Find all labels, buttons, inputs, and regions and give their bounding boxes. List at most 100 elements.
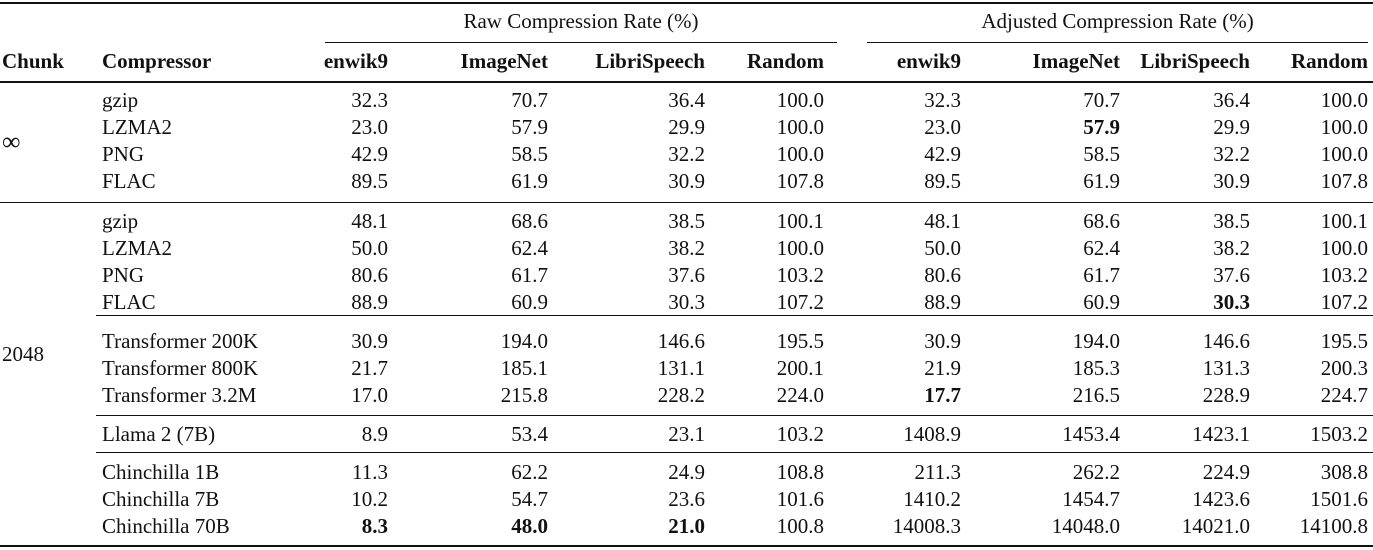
adjusted-value-cell: 1408.9: [903, 422, 961, 446]
chunk-midrule: [0, 202, 1373, 203]
compressor-name: Chinchilla 70B: [102, 514, 230, 538]
adjusted-value-cell: 30.9: [924, 329, 961, 353]
column-header-raw-random: Random: [746, 49, 824, 73]
adjusted-value-cell: 194.0: [1072, 329, 1120, 353]
compressor-name: PNG: [102, 142, 145, 166]
adjusted-value-cell: 224.7: [1320, 383, 1368, 407]
adjusted-value-cell: 100.0: [1320, 115, 1368, 139]
adjusted-value-cell: 61.9: [1083, 169, 1120, 193]
raw-value-cell: 36.4: [668, 88, 705, 112]
adjusted-value-cell: 1410.2: [903, 487, 961, 511]
adjusted-value-cell: 80.6: [924, 263, 961, 287]
compressor-name: Transformer 800K: [102, 356, 259, 380]
compressor-name: LZMA2: [102, 236, 172, 260]
raw-value-cell: 88.9: [351, 290, 388, 314]
adjusted-value-cell: 30.9: [1213, 169, 1250, 193]
raw-value-cell: 215.8: [500, 383, 548, 407]
chunk-label-infinity: ∞: [2, 127, 21, 156]
adjusted-value-cell: 70.7: [1083, 88, 1120, 112]
compressor-name: LZMA2: [102, 115, 172, 139]
raw-value-cell: 38.5: [668, 209, 705, 233]
adjusted-value-cell: 1501.6: [1310, 487, 1368, 511]
raw-value-cell: 10.2: [351, 487, 388, 511]
adjusted-value-cell: 89.5: [924, 169, 961, 193]
compressor-name: Chinchilla 7B: [102, 487, 220, 511]
adjusted-value-cell: 88.9: [924, 290, 961, 314]
adjusted-value-cell: 32.2: [1213, 142, 1250, 166]
adjusted-value-cell: 38.5: [1213, 209, 1250, 233]
adjusted-value-cell: 100.0: [1320, 88, 1368, 112]
raw-group-header: Raw Compression Rate (%): [463, 9, 699, 33]
raw-value-cell: 58.5: [511, 142, 548, 166]
compressor-name: gzip: [102, 88, 139, 112]
adjusted-value-cell: 1423.1: [1192, 422, 1250, 446]
top-rule: [0, 2, 1373, 4]
compressor-name: PNG: [102, 263, 145, 287]
adjusted-value-cell: 36.4: [1213, 88, 1250, 112]
raw-value-cell: 100.0: [776, 236, 824, 260]
adjusted-value-cell: 228.9: [1202, 383, 1250, 407]
adjusted-value-cell: 57.9: [1083, 115, 1120, 139]
adjusted-value-cell: 131.3: [1202, 356, 1250, 380]
raw-value-cell: 48.0: [511, 514, 548, 538]
raw-value-cell: 61.9: [511, 169, 548, 193]
raw-value-cell: 17.0: [351, 383, 388, 407]
compressor-name: FLAC: [102, 169, 156, 193]
raw-value-cell: 61.7: [511, 263, 548, 287]
adjusted-value-cell: 1503.2: [1310, 422, 1368, 446]
raw-value-cell: 103.2: [776, 422, 824, 446]
header-rule: [0, 81, 1373, 83]
raw-value-cell: 32.3: [351, 88, 388, 112]
raw-value-cell: 62.4: [511, 236, 548, 260]
raw-group-cmidrule: [325, 42, 837, 43]
adjusted-value-cell: 60.9: [1083, 290, 1120, 314]
compressor-name: Transformer 3.2M: [102, 383, 257, 407]
raw-value-cell: 8.9: [361, 422, 388, 446]
adjusted-group-cmidrule: [867, 42, 1368, 43]
raw-value-cell: 23.1: [668, 422, 705, 446]
adjusted-value-cell: 37.6: [1213, 263, 1250, 287]
raw-value-cell: 224.0: [776, 383, 824, 407]
adjusted-value-cell: 308.8: [1320, 460, 1368, 484]
llama-chinchilla-rule: [96, 452, 1373, 453]
adjusted-value-cell: 224.9: [1202, 460, 1250, 484]
adjusted-value-cell: 262.2: [1072, 460, 1120, 484]
raw-value-cell: 21.0: [668, 514, 705, 538]
raw-value-cell: 23.0: [351, 115, 388, 139]
adjusted-value-cell: 216.5: [1072, 383, 1120, 407]
raw-value-cell: 146.6: [657, 329, 705, 353]
adjusted-value-cell: 14008.3: [892, 514, 961, 538]
raw-value-cell: 101.6: [776, 487, 824, 511]
raw-value-cell: 50.0: [351, 236, 388, 260]
adjusted-value-cell: 107.8: [1320, 169, 1368, 193]
adjusted-value-cell: 14048.0: [1051, 514, 1120, 538]
raw-value-cell: 37.6: [668, 263, 705, 287]
adjusted-group-header: Adjusted Compression Rate (%): [981, 9, 1254, 33]
transformer-llama-rule: [96, 415, 1373, 416]
adjusted-value-cell: 185.3: [1072, 356, 1120, 380]
raw-value-cell: 11.3: [352, 460, 388, 484]
adjusted-value-cell: 61.7: [1083, 263, 1120, 287]
raw-value-cell: 194.0: [500, 329, 548, 353]
raw-value-cell: 70.7: [511, 88, 548, 112]
adjusted-value-cell: 62.4: [1083, 236, 1120, 260]
raw-value-cell: 62.2: [511, 460, 548, 484]
column-header-adjusted-imagenet: ImageNet: [1032, 49, 1120, 73]
adjusted-value-cell: 1453.4: [1062, 422, 1120, 446]
adjusted-value-cell: 100.0: [1320, 142, 1368, 166]
raw-value-cell: 131.1: [657, 356, 705, 380]
bottom-rule: [0, 545, 1373, 547]
adjusted-value-cell: 103.2: [1320, 263, 1368, 287]
adjusted-value-cell: 42.9: [924, 142, 961, 166]
raw-value-cell: 100.1: [776, 209, 824, 233]
compressor-name: Llama 2 (7B): [102, 422, 216, 446]
chunk-label-2048: 2048: [2, 342, 44, 366]
adjusted-value-cell: 68.6: [1083, 209, 1120, 233]
adjusted-value-cell: 1454.7: [1062, 487, 1120, 511]
adjusted-value-cell: 1423.6: [1192, 487, 1250, 511]
column-header-raw-librispeech: LibriSpeech: [595, 49, 705, 73]
compressor-name: Chinchilla 1B: [102, 460, 220, 484]
adjusted-value-cell: 38.2: [1213, 236, 1250, 260]
raw-value-cell: 30.3: [668, 290, 705, 314]
adjusted-value-cell: 50.0: [924, 236, 961, 260]
